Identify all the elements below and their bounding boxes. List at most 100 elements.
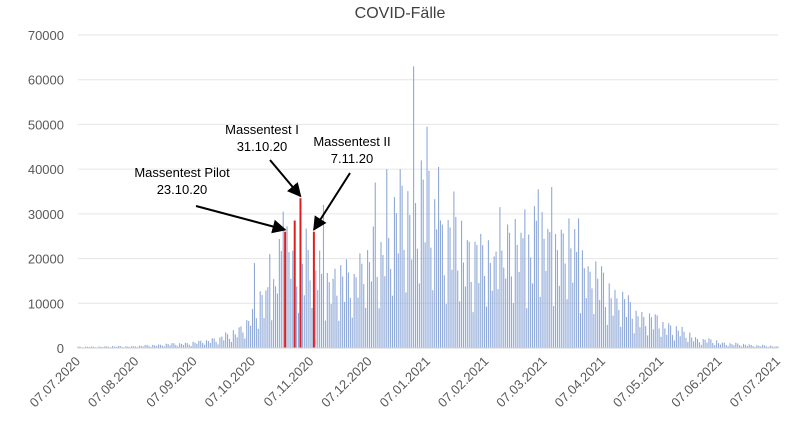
case-bar xyxy=(395,213,397,348)
case-bar xyxy=(158,344,160,348)
case-bar xyxy=(637,316,639,348)
case-bar xyxy=(213,338,215,348)
case-bar xyxy=(332,278,334,348)
x-tick-label: 07.07.2021 xyxy=(726,354,783,411)
case-bar xyxy=(545,270,547,348)
case-bar xyxy=(579,313,582,348)
case-bar xyxy=(470,281,472,348)
case-bar xyxy=(232,330,234,348)
case-bar xyxy=(319,250,321,348)
case-bar xyxy=(407,191,409,348)
case-bar xyxy=(411,259,413,348)
case-bar xyxy=(200,340,202,348)
case-bar xyxy=(255,318,257,348)
case-bar xyxy=(192,341,194,348)
case-bar xyxy=(564,263,566,348)
case-bar xyxy=(261,295,263,348)
case-bar xyxy=(311,307,313,348)
case-bar xyxy=(257,328,259,348)
case-bar xyxy=(464,286,466,348)
x-tick-label: 07.07.2020 xyxy=(26,354,83,411)
case-bar xyxy=(493,256,495,348)
case-bar xyxy=(714,345,716,348)
case-bar xyxy=(660,336,662,348)
case-bar xyxy=(685,337,687,348)
case-bar xyxy=(647,335,649,348)
case-bar xyxy=(441,224,443,348)
case-bar xyxy=(370,281,372,348)
case-bar xyxy=(234,334,236,348)
case-bar xyxy=(238,327,240,348)
case-bar xyxy=(689,332,691,348)
highlighted-bar xyxy=(312,231,315,348)
case-bar xyxy=(572,282,574,348)
annotation-label: Massentest Pilot xyxy=(134,165,230,180)
case-bar xyxy=(620,326,622,348)
case-bar xyxy=(186,343,188,348)
y-tick-label: 20000 xyxy=(28,252,64,267)
case-bar xyxy=(399,169,401,348)
case-bar xyxy=(503,267,505,348)
case-bar xyxy=(652,329,654,348)
case-bar xyxy=(205,340,208,348)
case-bar xyxy=(397,253,399,348)
case-bar xyxy=(436,229,438,348)
case-bar xyxy=(321,273,323,348)
case-bar xyxy=(739,345,741,348)
highlighted-bar xyxy=(293,220,296,348)
case-bar xyxy=(474,241,476,348)
case-bar xyxy=(727,346,729,348)
case-bar xyxy=(459,301,461,348)
case-bar xyxy=(593,314,595,348)
case-bar xyxy=(675,326,677,348)
case-bar xyxy=(165,343,167,348)
case-bar xyxy=(691,337,693,348)
case-bar xyxy=(374,182,376,348)
case-bar xyxy=(274,286,277,348)
case-bar xyxy=(344,301,346,348)
case-bar xyxy=(737,343,739,348)
case-bar xyxy=(482,245,484,348)
case-bar xyxy=(217,344,219,348)
case-bar xyxy=(92,346,94,348)
case-bar xyxy=(710,339,712,348)
case-bar xyxy=(585,298,587,348)
case-bar xyxy=(578,218,580,348)
case-bar xyxy=(487,240,489,348)
case-bar xyxy=(100,346,102,348)
case-bar xyxy=(156,346,158,348)
case-bar xyxy=(253,263,255,348)
case-bar xyxy=(298,312,300,348)
case-bar xyxy=(718,343,720,348)
case-bar xyxy=(330,303,332,348)
case-bar xyxy=(173,343,175,348)
case-bar xyxy=(271,320,273,348)
case-bar xyxy=(729,343,731,348)
case-bar xyxy=(296,286,298,348)
case-bar xyxy=(670,325,672,348)
case-bar xyxy=(276,293,278,348)
case-bar xyxy=(416,248,418,348)
case-bar xyxy=(79,346,81,348)
gridlines xyxy=(78,34,778,304)
case-bar xyxy=(248,321,250,348)
case-bar xyxy=(666,334,668,348)
case-bar xyxy=(543,238,545,348)
case-bar xyxy=(551,187,553,348)
case-bar xyxy=(204,344,206,348)
case-bar xyxy=(587,266,589,348)
case-bar xyxy=(614,289,616,348)
x-tick-label: 07.05.2021 xyxy=(610,354,667,411)
case-bar xyxy=(560,229,562,348)
case-bar xyxy=(420,160,422,348)
chart-title: COVID-Fälle xyxy=(355,5,446,22)
annotation-label: 31.10.20 xyxy=(237,139,288,154)
case-bar xyxy=(150,346,152,348)
case-bar xyxy=(484,275,486,348)
case-bar xyxy=(723,342,725,348)
case-bar xyxy=(115,346,117,348)
case-bar xyxy=(750,344,752,348)
case-bar xyxy=(524,209,526,348)
case-bar xyxy=(292,250,294,348)
case-bar xyxy=(760,346,762,348)
